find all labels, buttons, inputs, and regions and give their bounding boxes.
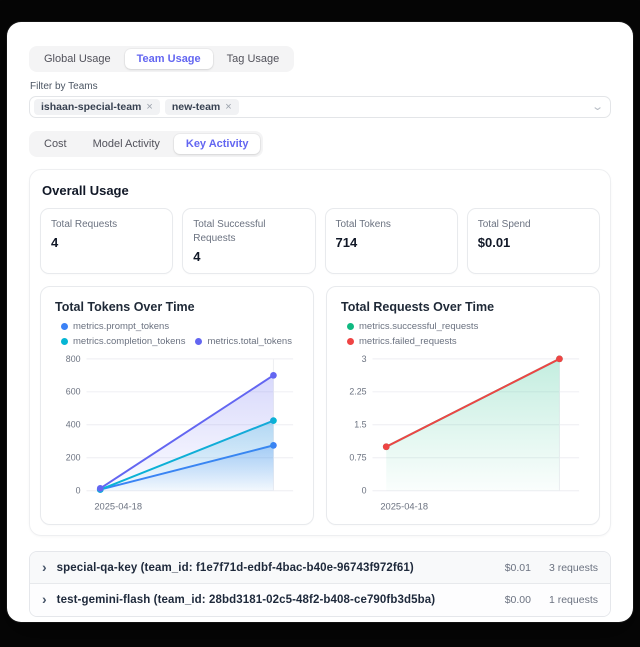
chevron-down-icon[interactable]: ⌄ <box>590 100 604 113</box>
teams-multiselect[interactable]: ishaan-special-team × new-team × ⌄ <box>29 96 611 118</box>
legend-label: metrics.prompt_tokens <box>73 321 170 332</box>
legend-dot-icon <box>61 338 68 345</box>
key-row-spend: $0.01 <box>504 561 531 574</box>
legend-item-metrics-total-tokens: metrics.total_tokens <box>195 336 292 347</box>
filter-by-teams-label: Filter by Teams <box>30 81 98 92</box>
tab-team-usage[interactable]: Team Usage <box>124 49 213 69</box>
stat-card-total-spend: Total Spend $0.01 <box>466 208 600 274</box>
svg-text:400: 400 <box>66 420 81 430</box>
svg-text:1.5: 1.5 <box>354 420 366 430</box>
activity-tabbar: Cost Model Activity Key Activity <box>29 131 264 157</box>
chevron-right-icon[interactable]: › <box>42 558 47 575</box>
key-usage-list: › special-qa-key (team_id: f1e7f71d-edbf-… <box>29 551 611 618</box>
key-row[interactable]: › test-gemini-flash (team_id: 28bd3181-02… <box>30 584 610 617</box>
svg-text:3: 3 <box>362 354 367 364</box>
chart-card-total-tokens-over-time: Total Tokens Over Time metrics.prompt_tok… <box>40 286 314 526</box>
stat-label: Total Successful Requests <box>193 219 266 244</box>
chart-title: Total Tokens Over Time <box>55 300 195 314</box>
svg-text:2025-04-18: 2025-04-18 <box>94 501 142 511</box>
key-row[interactable]: › special-qa-key (team_id: f1e7f71d-edbf-… <box>30 552 610 585</box>
stat-card-total-tokens: Total Tokens 714 <box>324 208 458 274</box>
usage-scope-tabbar: Global Usage Team Usage Tag Usage <box>29 46 295 72</box>
team-tag: new-team × <box>164 99 239 115</box>
legend-label: metrics.successful_requests <box>359 321 479 332</box>
tab-global-usage[interactable]: Global Usage <box>44 53 111 65</box>
svg-text:600: 600 <box>66 387 81 397</box>
legend-dot-icon <box>195 338 203 345</box>
stat-value: 4 <box>193 249 201 264</box>
svg-text:0.75: 0.75 <box>349 453 366 463</box>
remove-tag-icon[interactable]: × <box>146 100 153 113</box>
overall-usage-panel: Overall Usage Total Requests 4 Total Succe… <box>29 169 611 537</box>
svg-text:0: 0 <box>76 486 81 496</box>
tab-cost[interactable]: Cost <box>44 138 67 150</box>
overall-usage-title: Overall Usage <box>42 183 129 198</box>
key-row-spend: $0.00 <box>504 594 531 607</box>
key-row-requests: 3 requests <box>548 561 598 574</box>
svg-text:0: 0 <box>362 486 367 496</box>
key-row-requests: 1 requests <box>548 594 598 607</box>
stat-value: 4 <box>51 235 59 250</box>
chart-legend: metrics.successful_requests metrics.faile… <box>347 321 587 347</box>
legend-label: metrics.failed_requests <box>359 336 457 347</box>
stat-card-total-successful-requests: Total Successful Requests 4 <box>182 208 316 274</box>
team-tag-label: new-team <box>171 101 221 113</box>
chart-plot: 0 200 400 600 800 2025-04-18 <box>66 354 294 511</box>
legend-dot-icon <box>347 323 354 330</box>
legend-item-metrics-successful-requests: metrics.successful_requests <box>347 321 587 332</box>
team-tag: ishaan-special-team × <box>34 99 160 115</box>
tab-key-activity[interactable]: Key Activity <box>173 134 261 154</box>
legend-dot-icon <box>347 338 354 345</box>
legend-item-metrics-prompt-tokens: metrics.prompt_tokens <box>61 321 169 332</box>
key-row-label: test-gemini-flash (team_id: 28bd3181-02c… <box>56 594 436 607</box>
stat-label: Total Requests <box>51 219 118 230</box>
legend-item-metrics-failed-requests: metrics.failed_requests <box>347 336 587 347</box>
stat-value: 714 <box>335 235 358 250</box>
legend-dot-icon <box>61 323 68 330</box>
stat-label: Total Spend <box>477 219 531 230</box>
selected-team-tags: ishaan-special-team × new-team × <box>34 99 593 115</box>
legend-item-metrics-completion-tokens: metrics.completion_tokens <box>61 336 185 347</box>
stat-label: Total Tokens <box>335 219 391 230</box>
legend-label: metrics.completion_tokens <box>73 336 186 347</box>
charts-area: Total Tokens Over Time metrics.prompt_tok… <box>40 286 600 526</box>
chart-legend: metrics.prompt_tokens metrics.completion_… <box>61 321 301 347</box>
legend-label: metrics.total_tokens <box>207 336 292 347</box>
team-tag-label: ishaan-special-team <box>41 101 142 113</box>
remove-tag-icon[interactable]: × <box>225 100 232 113</box>
stat-cards: Total Requests 4 Total Successful Requests… <box>40 208 600 274</box>
svg-text:800: 800 <box>66 354 81 364</box>
chart-card-total-requests-over-time: Total Requests Over Time metrics.successf… <box>326 286 600 526</box>
chart-plot: 0 0.75 1.5 2.25 3 2025-04-18 <box>349 354 580 511</box>
svg-text:2.25: 2.25 <box>349 387 366 397</box>
usage-dashboard-window: Global Usage Team Usage Tag Usage Filter b… <box>7 22 633 622</box>
stat-value: $0.01 <box>477 235 511 250</box>
tab-tag-usage[interactable]: Tag Usage <box>226 53 280 65</box>
key-row-label: special-qa-key (team_id: f1e7f71d-edbf-4… <box>56 561 414 574</box>
chart-title: Total Requests Over Time <box>341 300 495 314</box>
tab-model-activity[interactable]: Model Activity <box>92 138 160 150</box>
stat-card-total-requests: Total Requests 4 <box>40 208 174 274</box>
chevron-right-icon[interactable]: › <box>42 591 47 608</box>
svg-text:200: 200 <box>66 453 81 463</box>
svg-text:2025-04-18: 2025-04-18 <box>380 501 428 511</box>
